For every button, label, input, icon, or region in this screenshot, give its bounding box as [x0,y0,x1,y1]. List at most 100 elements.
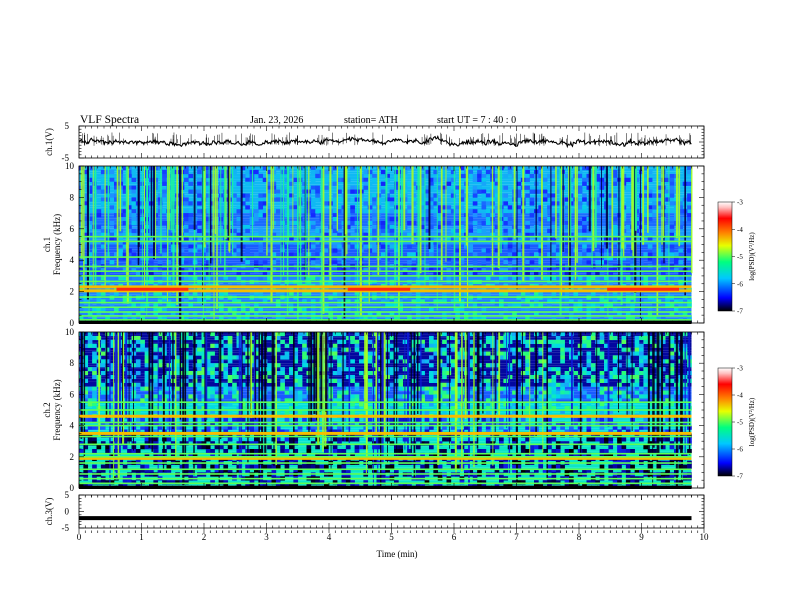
spectro-noise [394,468,399,473]
spectro-noise [586,315,592,320]
spectro-noise [258,213,264,218]
spectro-noise [127,228,132,234]
spectro-noise [547,299,552,304]
spectro-noise [442,390,447,395]
spectro-noise [516,268,522,273]
spectro-noise [437,220,443,226]
spectro-noise [599,315,605,320]
spectro-noise [240,256,246,261]
spectro-noise [192,452,198,458]
spectro-noise [227,402,233,407]
spectro-noise [534,468,539,473]
spectro-noise [201,378,207,383]
spectro-noise [481,189,487,194]
spectro-noise [267,205,272,210]
spectro-noise [127,480,132,485]
spectro-noise [302,197,307,202]
spectro-noise [105,449,110,454]
spectro-noise [179,382,185,387]
spectro-noise [254,441,259,446]
spectro-noise [647,315,653,320]
spectro-noise [665,173,670,179]
spectro-noise [512,406,517,411]
spectro-noise [372,363,377,368]
spectro-noise [83,201,89,206]
spectro-noise [433,452,439,458]
spectro-noise [612,291,618,296]
spectro-noise [372,244,377,249]
spectro-noise [446,220,452,226]
spectro-noise [184,197,189,202]
spectro-noise [345,244,351,249]
spectro-noise [520,449,526,454]
spectro-noise [520,335,526,341]
spectro-noise [144,398,150,403]
spectro-noise [402,452,408,458]
spectro-noise [135,468,141,473]
spectro-noise [503,421,509,426]
spectro-noise [122,185,128,190]
spectro-noise [450,363,456,368]
spectro-noise [499,355,504,360]
spectro-noise [398,185,404,190]
freq-line [79,235,692,238]
spectro-noise [555,468,561,473]
spectro-noise [96,224,102,230]
spectro-noise [507,303,513,308]
spectro-noise [100,433,106,438]
spectro-noise [367,236,373,241]
spectro-noise [481,315,487,320]
spectro-noise [494,205,500,210]
spectro-noise [398,205,404,210]
spectro-noise [411,307,417,312]
spectro-noise [354,217,360,222]
spectro-noise [232,386,237,391]
spectro-noise [512,351,517,356]
spectro-noise [516,480,522,485]
spectro-noise [542,166,548,171]
spectro-noise [210,452,215,458]
spectro-noise [175,406,180,411]
spectro-noise [258,311,264,316]
spectro-noise [240,398,246,403]
spectro-noise [639,299,644,304]
spectro-noise [367,382,373,387]
spectro-noise [184,378,189,383]
spectro-noise [520,445,526,450]
sferic-streak [292,166,294,237]
spectro-noise [258,173,264,179]
spectro-noise [402,271,408,277]
sferic-streak [308,166,310,278]
spectro-noise [254,291,259,296]
sferic-streak [146,166,148,243]
sferic-streak [344,166,347,235]
spectro-noise [398,421,404,426]
spectro-noise [341,339,347,344]
spectro-noise [332,449,338,454]
spectro-noise [105,367,110,372]
sferic-streak [622,166,625,257]
spectro-noise [306,449,312,454]
spectro-noise [205,166,211,171]
spectro-noise [354,311,360,316]
spectro-noise [210,449,215,454]
spectro-noise [389,355,395,360]
spectro-noise [485,417,491,422]
spectro-noise [87,232,93,237]
spectro-noise [394,480,399,485]
spectro-noise [289,390,294,395]
spectro-noise [267,386,272,391]
spectro-noise [551,197,557,202]
spectro-noise [157,291,163,296]
spectro-noise [363,177,369,182]
spectro-noise [389,371,395,376]
sferic-streak [231,166,234,255]
sferic-streak [445,166,447,262]
spectro-noise [669,236,675,241]
spectro-noise [184,429,189,434]
spectro-noise [490,464,495,469]
spectro-noise [293,437,299,442]
spectro-noise [367,315,373,320]
sferic-streak [212,166,214,257]
spectro-noise [109,386,115,391]
